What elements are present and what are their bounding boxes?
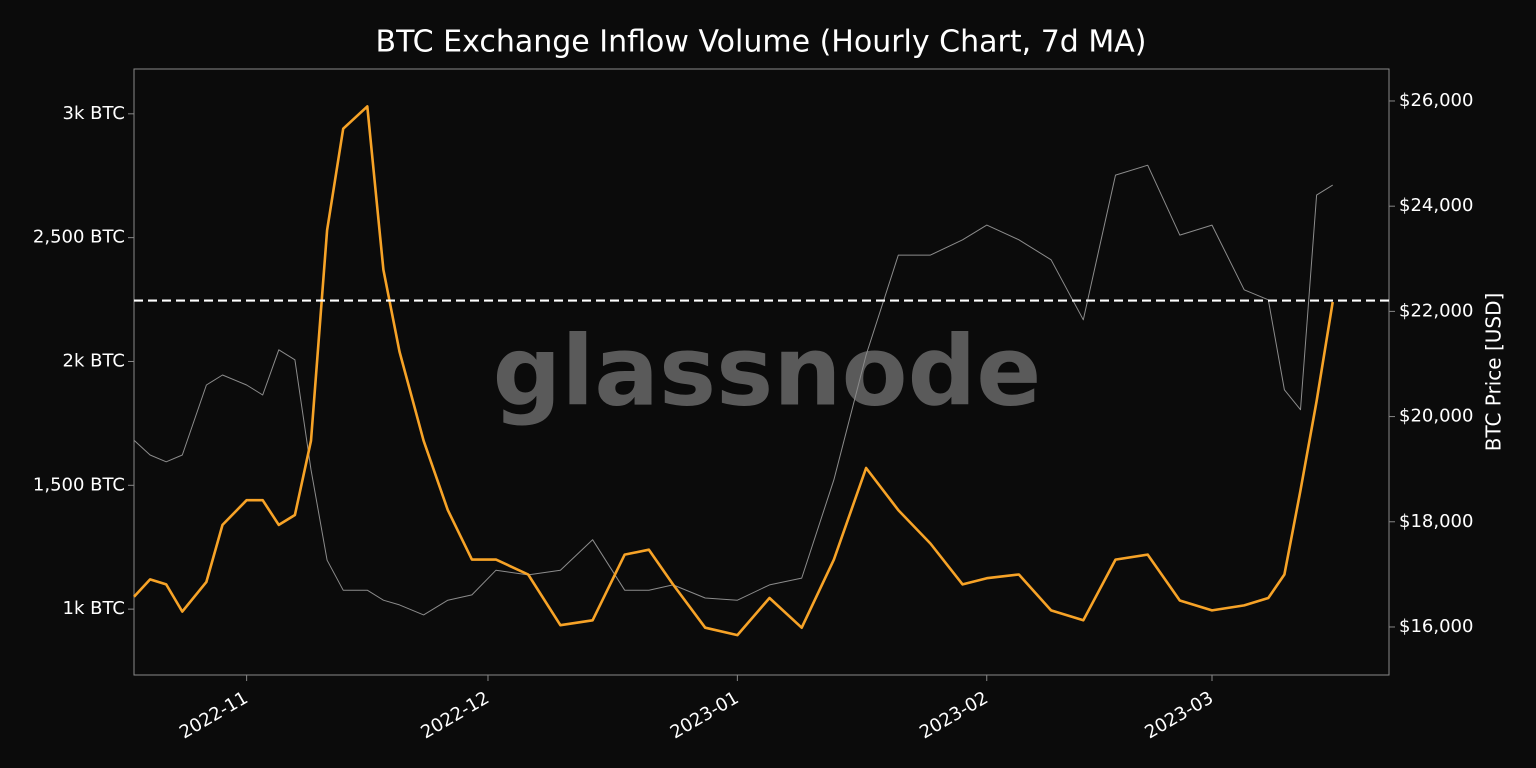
series-line [133, 105, 1334, 637]
y2-tick-label: $24,000 [1399, 195, 1473, 216]
y-tick-label: 1k BTC [63, 598, 125, 619]
y2-axis-label: BTC Price [USD] [1482, 293, 1506, 452]
chart-title: BTC Exchange Inflow Volume (Hourly Chart… [376, 25, 1147, 60]
y-tick-label: 1,500 BTC [33, 474, 125, 495]
y2-tick-label: $26,000 [1399, 90, 1473, 111]
y-tick-label: 3k BTC [63, 103, 125, 124]
y-tick-label: 2,500 BTC [33, 227, 125, 248]
y2-tick-label: $16,000 [1399, 616, 1473, 637]
y2-tick-label: $18,000 [1399, 511, 1473, 532]
y2-tick-label: $20,000 [1399, 406, 1473, 427]
watermark: glassnode [493, 315, 1042, 427]
plot-frame [133, 68, 1390, 676]
y-tick-label: 2k BTC [63, 350, 125, 371]
series-line [133, 164, 1333, 616]
y2-tick-label: $22,000 [1399, 300, 1473, 321]
